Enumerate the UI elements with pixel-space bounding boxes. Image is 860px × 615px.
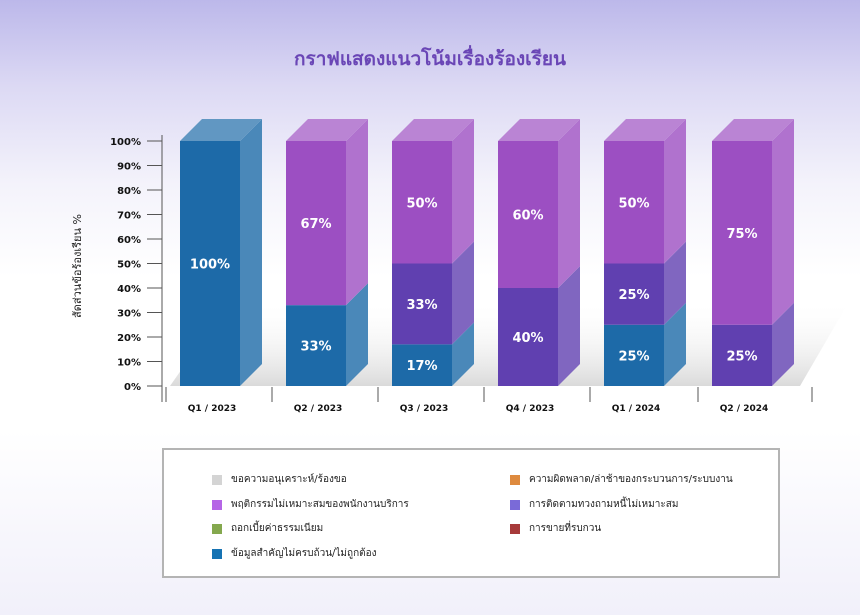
data-label: 33% bbox=[300, 340, 331, 355]
bar-top bbox=[604, 119, 686, 141]
y-tick-label: 10% bbox=[117, 358, 141, 369]
y-tick-label: 30% bbox=[117, 309, 141, 320]
bar-top bbox=[712, 119, 794, 141]
legend-item: ข้อมูลสำคัญไม่ครบถ้วน/ไม่ถูกต้อง bbox=[212, 546, 377, 561]
data-label: 17% bbox=[406, 359, 437, 374]
legend-swatch bbox=[212, 548, 222, 559]
data-label: 67% bbox=[300, 217, 331, 232]
bar-segment bbox=[604, 324, 664, 386]
bar-top bbox=[498, 119, 580, 141]
data-label: 25% bbox=[618, 288, 649, 303]
bar-side bbox=[772, 302, 794, 386]
legend-label: การติดตามทวงถามหนี้ไม่เหมาะสม bbox=[529, 499, 679, 510]
legend-swatch bbox=[510, 474, 520, 485]
chart-title: กราฟแสดงแนวโน้มเรื่องร้องเรียน bbox=[293, 48, 566, 70]
legend-swatch bbox=[212, 499, 222, 510]
bar-segment bbox=[498, 288, 558, 386]
x-tick-label: Q3 / 2023 bbox=[400, 404, 449, 414]
bar-top bbox=[392, 119, 474, 141]
y-tick-label: 60% bbox=[117, 235, 141, 246]
bar-side bbox=[346, 283, 368, 386]
bar-segment bbox=[392, 141, 452, 264]
x-tick-label: Q4 / 2023 bbox=[506, 404, 555, 414]
data-label: 33% bbox=[406, 298, 437, 313]
bar-side bbox=[558, 266, 580, 386]
bar-side bbox=[664, 119, 686, 264]
bar-side bbox=[664, 241, 686, 325]
bar-top bbox=[180, 119, 262, 141]
data-label: 40% bbox=[512, 331, 543, 346]
legend-item: พฤติกรรมไม่เหมาะสมของพนักงานบริการ bbox=[212, 497, 409, 512]
bar-side bbox=[452, 241, 474, 345]
x-tick-label: Q2 / 2023 bbox=[294, 404, 343, 414]
data-label: 25% bbox=[726, 349, 757, 364]
bar-segment bbox=[286, 141, 346, 306]
bar-side bbox=[452, 322, 474, 386]
legend-label: ถอกเบี้ยค่าธรรมเนียม bbox=[231, 523, 324, 534]
bar-segment bbox=[604, 141, 664, 264]
bar-side bbox=[452, 119, 474, 264]
bar-segment bbox=[286, 305, 346, 386]
data-label: 100% bbox=[190, 258, 230, 273]
data-label: 50% bbox=[618, 196, 649, 211]
bar-top bbox=[286, 119, 368, 141]
legend-item: ความผิดพลาด/ล่าช้าของกระบวนการ/ระบบงาน bbox=[510, 472, 733, 487]
bar-segment bbox=[604, 263, 664, 325]
legend-swatch bbox=[212, 523, 222, 534]
y-tick-label: 0% bbox=[124, 382, 141, 393]
y-tick-label: 40% bbox=[117, 284, 141, 295]
y-tick-label: 20% bbox=[117, 333, 141, 344]
legend-item: การขายที่รบกวน bbox=[510, 521, 601, 536]
legend-swatch bbox=[510, 499, 520, 510]
legend: ขอความอนุเคราะห์/ร้องขอ ความผิดพลาด/ล่าช้… bbox=[162, 448, 780, 578]
legend-item: ถอกเบี้ยค่าธรรมเนียม bbox=[212, 521, 323, 536]
bar-side bbox=[772, 119, 794, 325]
legend-label: พฤติกรรมไม่เหมาะสมของพนักงานบริการ bbox=[231, 499, 409, 510]
bar-segment bbox=[498, 141, 558, 288]
bar-segment bbox=[712, 324, 772, 386]
bar-segment bbox=[392, 344, 452, 386]
y-tick-label: 70% bbox=[117, 211, 141, 222]
data-label: 75% bbox=[726, 227, 757, 242]
legend-swatch bbox=[212, 474, 222, 485]
legend-item: ขอความอนุเคราะห์/ร้องขอ bbox=[212, 472, 347, 487]
data-label: 25% bbox=[618, 349, 649, 364]
legend-label: ข้อมูลสำคัญไม่ครบถ้วน/ไม่ถูกต้อง bbox=[231, 548, 377, 559]
y-tick-label: 50% bbox=[117, 260, 141, 271]
chart-plot: 0% 10% 20% 30% 40% 50% 60% 70% 80% 90% 100% 100% Q1 … bbox=[110, 119, 850, 414]
bar-side bbox=[558, 119, 580, 288]
legend-swatch bbox=[510, 523, 520, 534]
y-tick-label: 80% bbox=[117, 186, 141, 197]
bar-side bbox=[664, 302, 686, 386]
legend-label: ขอความอนุเคราะห์/ร้องขอ bbox=[231, 474, 347, 485]
legend-label: ความผิดพลาด/ล่าช้าของกระบวนการ/ระบบงาน bbox=[529, 474, 733, 485]
y-tick-label: 90% bbox=[117, 162, 141, 173]
bar-segment bbox=[180, 141, 240, 386]
bar-side bbox=[346, 119, 368, 306]
y-tick-label: 100% bbox=[110, 137, 141, 148]
x-tick-label: Q1 / 2023 bbox=[188, 404, 237, 414]
data-label: 50% bbox=[406, 196, 437, 211]
bar-segment bbox=[392, 263, 452, 345]
legend-item: การติดตามทวงถามหนี้ไม่เหมาะสม bbox=[510, 497, 678, 512]
bar-side bbox=[240, 119, 262, 386]
bar-segment bbox=[712, 141, 772, 325]
data-label: 60% bbox=[512, 209, 543, 224]
x-tick-label: Q1 / 2024 bbox=[612, 404, 661, 414]
x-tick-label: Q2 / 2024 bbox=[720, 404, 769, 414]
legend-label: การขายที่รบกวน bbox=[529, 523, 602, 534]
